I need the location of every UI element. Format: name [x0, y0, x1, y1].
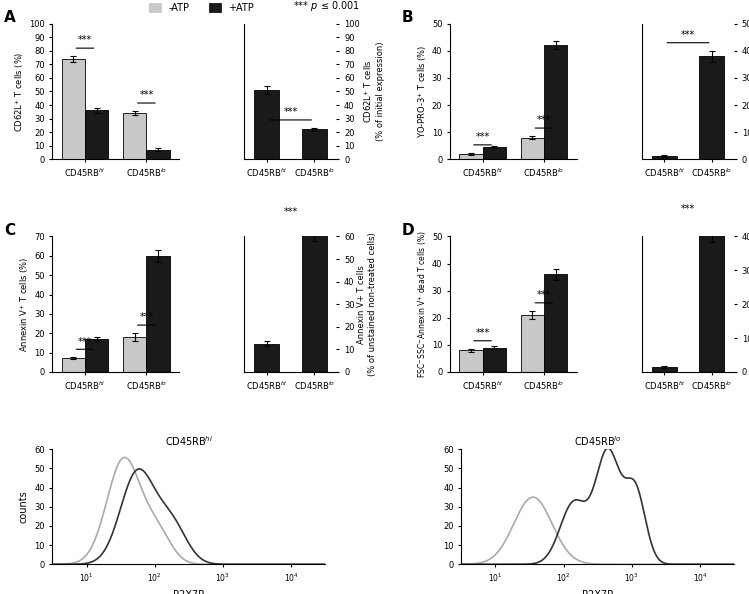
- Text: ***: ***: [681, 30, 695, 40]
- Bar: [85, 110, 108, 159]
- Text: ***: ***: [283, 108, 297, 117]
- Text: C: C: [4, 223, 16, 238]
- Bar: [85, 339, 108, 372]
- Text: ***: ***: [283, 207, 297, 217]
- Bar: [146, 150, 169, 159]
- Bar: [62, 59, 85, 159]
- Bar: [521, 315, 544, 372]
- Text: B: B: [402, 10, 413, 25]
- Bar: [521, 138, 544, 159]
- Text: D: D: [402, 223, 415, 238]
- Bar: [699, 56, 724, 159]
- Bar: [652, 367, 677, 372]
- Bar: [254, 90, 279, 159]
- Text: ***: ***: [537, 115, 551, 125]
- Bar: [459, 154, 482, 159]
- Y-axis label: FSC$^{-}$SSC$^{-}$Annexin V$^{+}$ dead T cells (%): FSC$^{-}$SSC$^{-}$Annexin V$^{+}$ dead T…: [416, 230, 429, 378]
- Text: ***: ***: [476, 328, 490, 338]
- Title: CD45RB$^{lo}$: CD45RB$^{lo}$: [574, 435, 622, 448]
- Bar: [652, 156, 677, 159]
- Text: ***: ***: [78, 337, 92, 346]
- Legend: -ATP, +ATP: -ATP, +ATP: [145, 0, 258, 17]
- Text: ***: ***: [476, 132, 490, 142]
- Text: ***: ***: [139, 90, 154, 100]
- Bar: [254, 344, 279, 372]
- Text: A: A: [4, 10, 16, 25]
- Bar: [699, 233, 724, 372]
- Y-axis label: counts: counts: [19, 491, 28, 523]
- Y-axis label: YO-PRO-3$^{+}$ T cells (%): YO-PRO-3$^{+}$ T cells (%): [416, 45, 429, 138]
- Y-axis label: Annexin V+ T cells
(% of unstained non-treated cells): Annexin V+ T cells (% of unstained non-t…: [357, 232, 377, 376]
- Text: ***: ***: [139, 312, 154, 323]
- Bar: [302, 234, 327, 372]
- Y-axis label: CD62L$^{+}$ T cells (%): CD62L$^{+}$ T cells (%): [13, 51, 26, 132]
- Bar: [459, 350, 482, 372]
- Bar: [482, 147, 506, 159]
- Bar: [146, 256, 169, 372]
- Text: ***: ***: [537, 290, 551, 300]
- Y-axis label: Annexin V$^{+}$ T cells (%): Annexin V$^{+}$ T cells (%): [19, 257, 31, 352]
- Y-axis label: CD62L$^{+}$ T cells
(% of initial expression): CD62L$^{+}$ T cells (% of initial expres…: [363, 42, 385, 141]
- X-axis label: P2X7R: P2X7R: [173, 590, 204, 594]
- Text: *** $p$ ≤ 0.001: *** $p$ ≤ 0.001: [293, 0, 360, 14]
- Bar: [124, 337, 146, 372]
- Bar: [124, 113, 146, 159]
- Title: CD45RB$^{hi}$: CD45RB$^{hi}$: [165, 435, 213, 448]
- Bar: [302, 129, 327, 159]
- Bar: [544, 45, 567, 159]
- Bar: [62, 358, 85, 372]
- Bar: [482, 347, 506, 372]
- Text: ***: ***: [78, 36, 92, 45]
- X-axis label: P2X7R: P2X7R: [582, 590, 613, 594]
- Bar: [544, 274, 567, 372]
- Text: ***: ***: [681, 204, 695, 214]
